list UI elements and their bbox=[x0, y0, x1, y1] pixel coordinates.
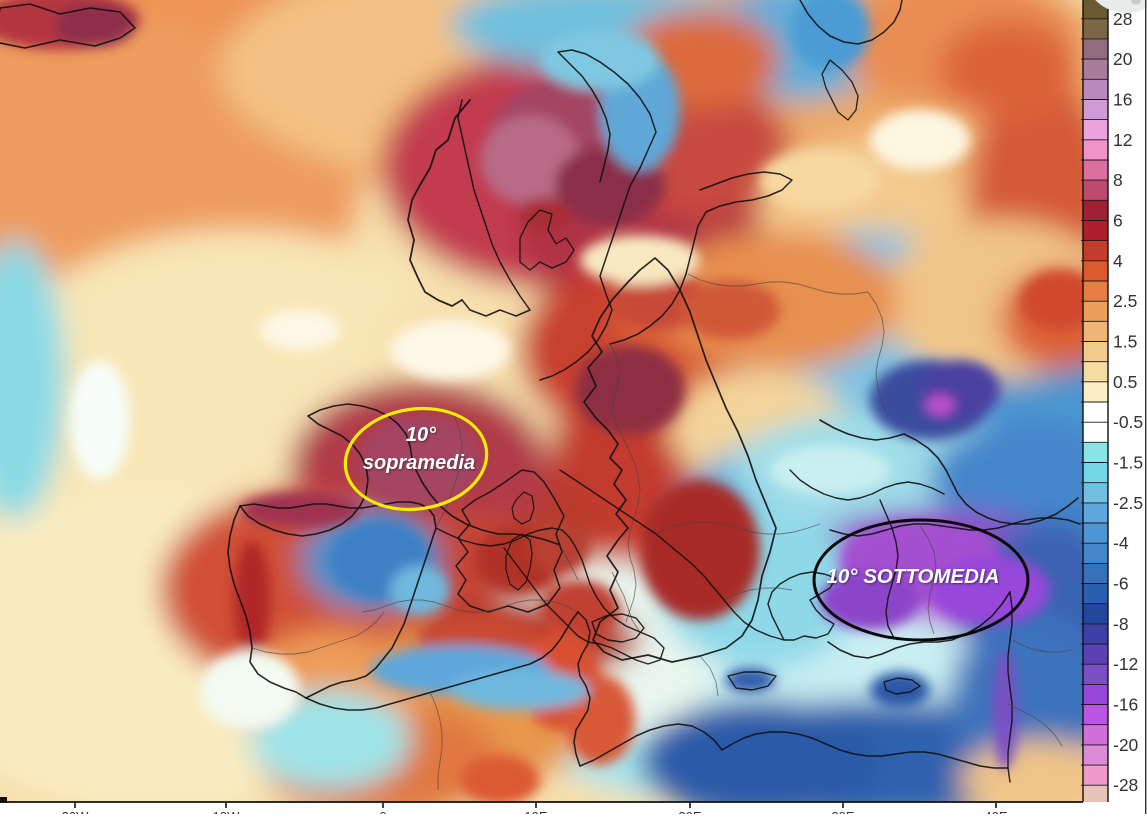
svg-text:16: 16 bbox=[1113, 90, 1132, 110]
svg-text:10°: 10° bbox=[406, 424, 437, 446]
svg-text:10° SOTTOMEDIA: 10° SOTTOMEDIA bbox=[827, 565, 1000, 588]
svg-text:30E: 30E bbox=[831, 809, 854, 814]
svg-text:6: 6 bbox=[1113, 211, 1123, 231]
svg-text:10W: 10W bbox=[213, 809, 240, 814]
svg-text:-28: -28 bbox=[1113, 775, 1138, 795]
svg-text:sopramedia: sopramedia bbox=[363, 452, 475, 474]
svg-text:-16: -16 bbox=[1113, 695, 1138, 715]
svg-text:0.5: 0.5 bbox=[1113, 372, 1137, 392]
svg-text:-0.5: -0.5 bbox=[1113, 412, 1143, 432]
svg-text:1.5: 1.5 bbox=[1113, 332, 1137, 352]
svg-text:2.5: 2.5 bbox=[1113, 291, 1137, 311]
svg-text:28: 28 bbox=[1113, 9, 1132, 29]
svg-text:-1.5: -1.5 bbox=[1113, 453, 1143, 473]
svg-text:-8: -8 bbox=[1113, 614, 1129, 634]
svg-text:12: 12 bbox=[1113, 130, 1132, 150]
svg-text:-20: -20 bbox=[1113, 735, 1139, 755]
svg-text:-6: -6 bbox=[1113, 574, 1129, 594]
svg-text:40E: 40E bbox=[984, 809, 1007, 814]
svg-text:20E: 20E bbox=[678, 809, 701, 814]
svg-text:-2.5: -2.5 bbox=[1113, 493, 1143, 513]
svg-text:-4: -4 bbox=[1113, 533, 1129, 553]
svg-text:20W: 20W bbox=[62, 809, 89, 814]
svg-text:-12: -12 bbox=[1113, 654, 1138, 674]
svg-text:0: 0 bbox=[379, 809, 386, 814]
svg-text:10E: 10E bbox=[524, 809, 547, 814]
svg-text:4: 4 bbox=[1113, 251, 1123, 271]
svg-text:8: 8 bbox=[1113, 170, 1123, 190]
svg-text:20: 20 bbox=[1113, 49, 1133, 69]
